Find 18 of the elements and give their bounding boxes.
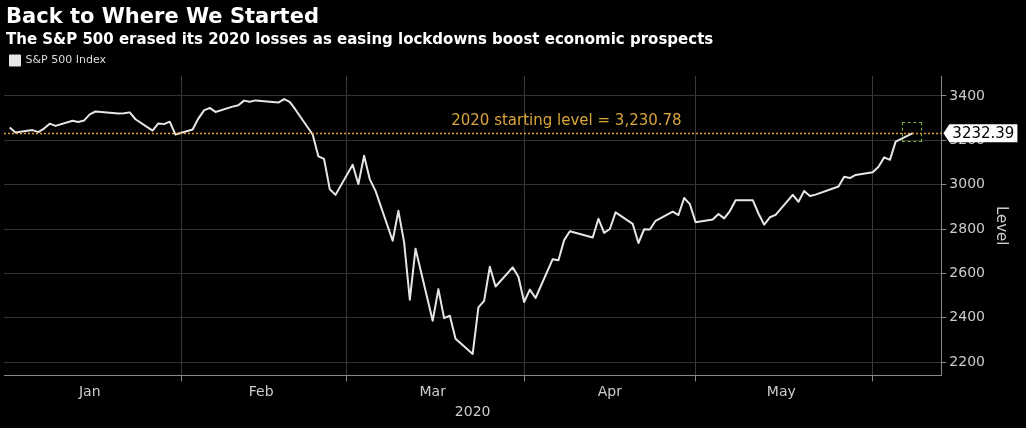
legend-label: S&P 500 Index	[25, 53, 107, 67]
x-tick-label: May	[766, 383, 796, 400]
chart-subtitle: The S&P 500 erased its 2020 losses as easing lockdowns boost economic prospects	[5, 29, 715, 49]
y-tick-label: 2600	[949, 264, 986, 281]
chart-title: Back to Where We Started	[5, 3, 320, 29]
y-tick-label: 2400	[949, 308, 986, 325]
annotation: 3232.39	[952, 124, 1015, 143]
y-tick-label: 3400	[949, 86, 986, 103]
x-tick-label: Apr	[597, 383, 623, 400]
y-tick-label: 2800	[949, 219, 986, 236]
x-tick-label: Mar	[419, 383, 447, 400]
y-axis-title: Level	[993, 205, 1012, 246]
x-tick-label: Jan	[77, 383, 101, 400]
ref-line-label: 2020 starting level = 3,230.78	[451, 110, 682, 129]
y-tick-label: 3000	[949, 175, 986, 192]
y-tick-label: 2200	[949, 352, 986, 369]
x-axis-title: 2020	[454, 403, 491, 420]
x-tick-label: Feb	[248, 383, 274, 400]
